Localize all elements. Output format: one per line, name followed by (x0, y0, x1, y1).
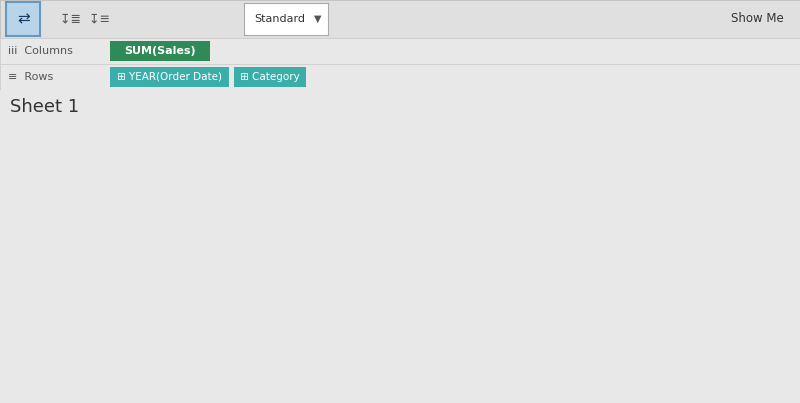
Text: 2019: 2019 (83, 208, 110, 218)
Bar (157, 154, 520, 164)
Text: Office Supplies: Office Supplies (74, 333, 152, 343)
Text: Year of Ord...: Year of Ord... (26, 131, 110, 141)
Bar (157, 189, 538, 200)
Text: Office Supplies: Office Supplies (74, 279, 152, 289)
Text: ⊞ YEAR(Order Date): ⊞ YEAR(Order Date) (117, 72, 222, 82)
Text: 2020: 2020 (84, 262, 110, 272)
Text: Furniture: Furniture (105, 154, 152, 164)
Text: Technology: Technology (94, 190, 152, 200)
Bar (157, 332, 714, 344)
Text: SUM(Sales): SUM(Sales) (125, 46, 196, 56)
Bar (157, 351, 767, 361)
Text: Technology: Technology (94, 243, 152, 253)
Text: Furniture: Furniture (105, 208, 152, 218)
Text: Office Supplies: Office Supplies (74, 226, 152, 236)
Bar (157, 315, 646, 326)
Text: Furniture: Furniture (105, 262, 152, 272)
Text: Technology: Technology (94, 351, 152, 361)
Text: Office Supplies: Office Supplies (74, 172, 152, 182)
X-axis label: Sales: Sales (454, 390, 488, 403)
Bar (157, 243, 516, 254)
Bar (157, 279, 565, 290)
Bar (157, 171, 498, 183)
Text: 2018: 2018 (83, 154, 110, 164)
Text: Furniture: Furniture (105, 315, 152, 325)
Text: ↧≣  ↧≡: ↧≣ ↧≡ (60, 12, 110, 25)
Bar (157, 297, 668, 308)
Text: ⇄: ⇄ (17, 12, 30, 27)
Text: Standard: Standard (254, 14, 305, 24)
Bar (157, 225, 466, 236)
Text: ⊞ Category: ⊞ Category (240, 72, 299, 82)
Text: Technology: Technology (94, 297, 152, 307)
Text: ▼: ▼ (314, 14, 322, 24)
Text: Show Me: Show Me (731, 12, 784, 25)
Text: Sheet 1: Sheet 1 (10, 98, 78, 116)
Text: ≡  Rows: ≡ Rows (8, 72, 54, 82)
Bar (157, 261, 601, 272)
Bar (157, 207, 534, 218)
Text: iii  Columns: iii Columns (8, 46, 73, 56)
Text: Category: Category (95, 131, 152, 141)
Text: 2021: 2021 (83, 315, 110, 325)
